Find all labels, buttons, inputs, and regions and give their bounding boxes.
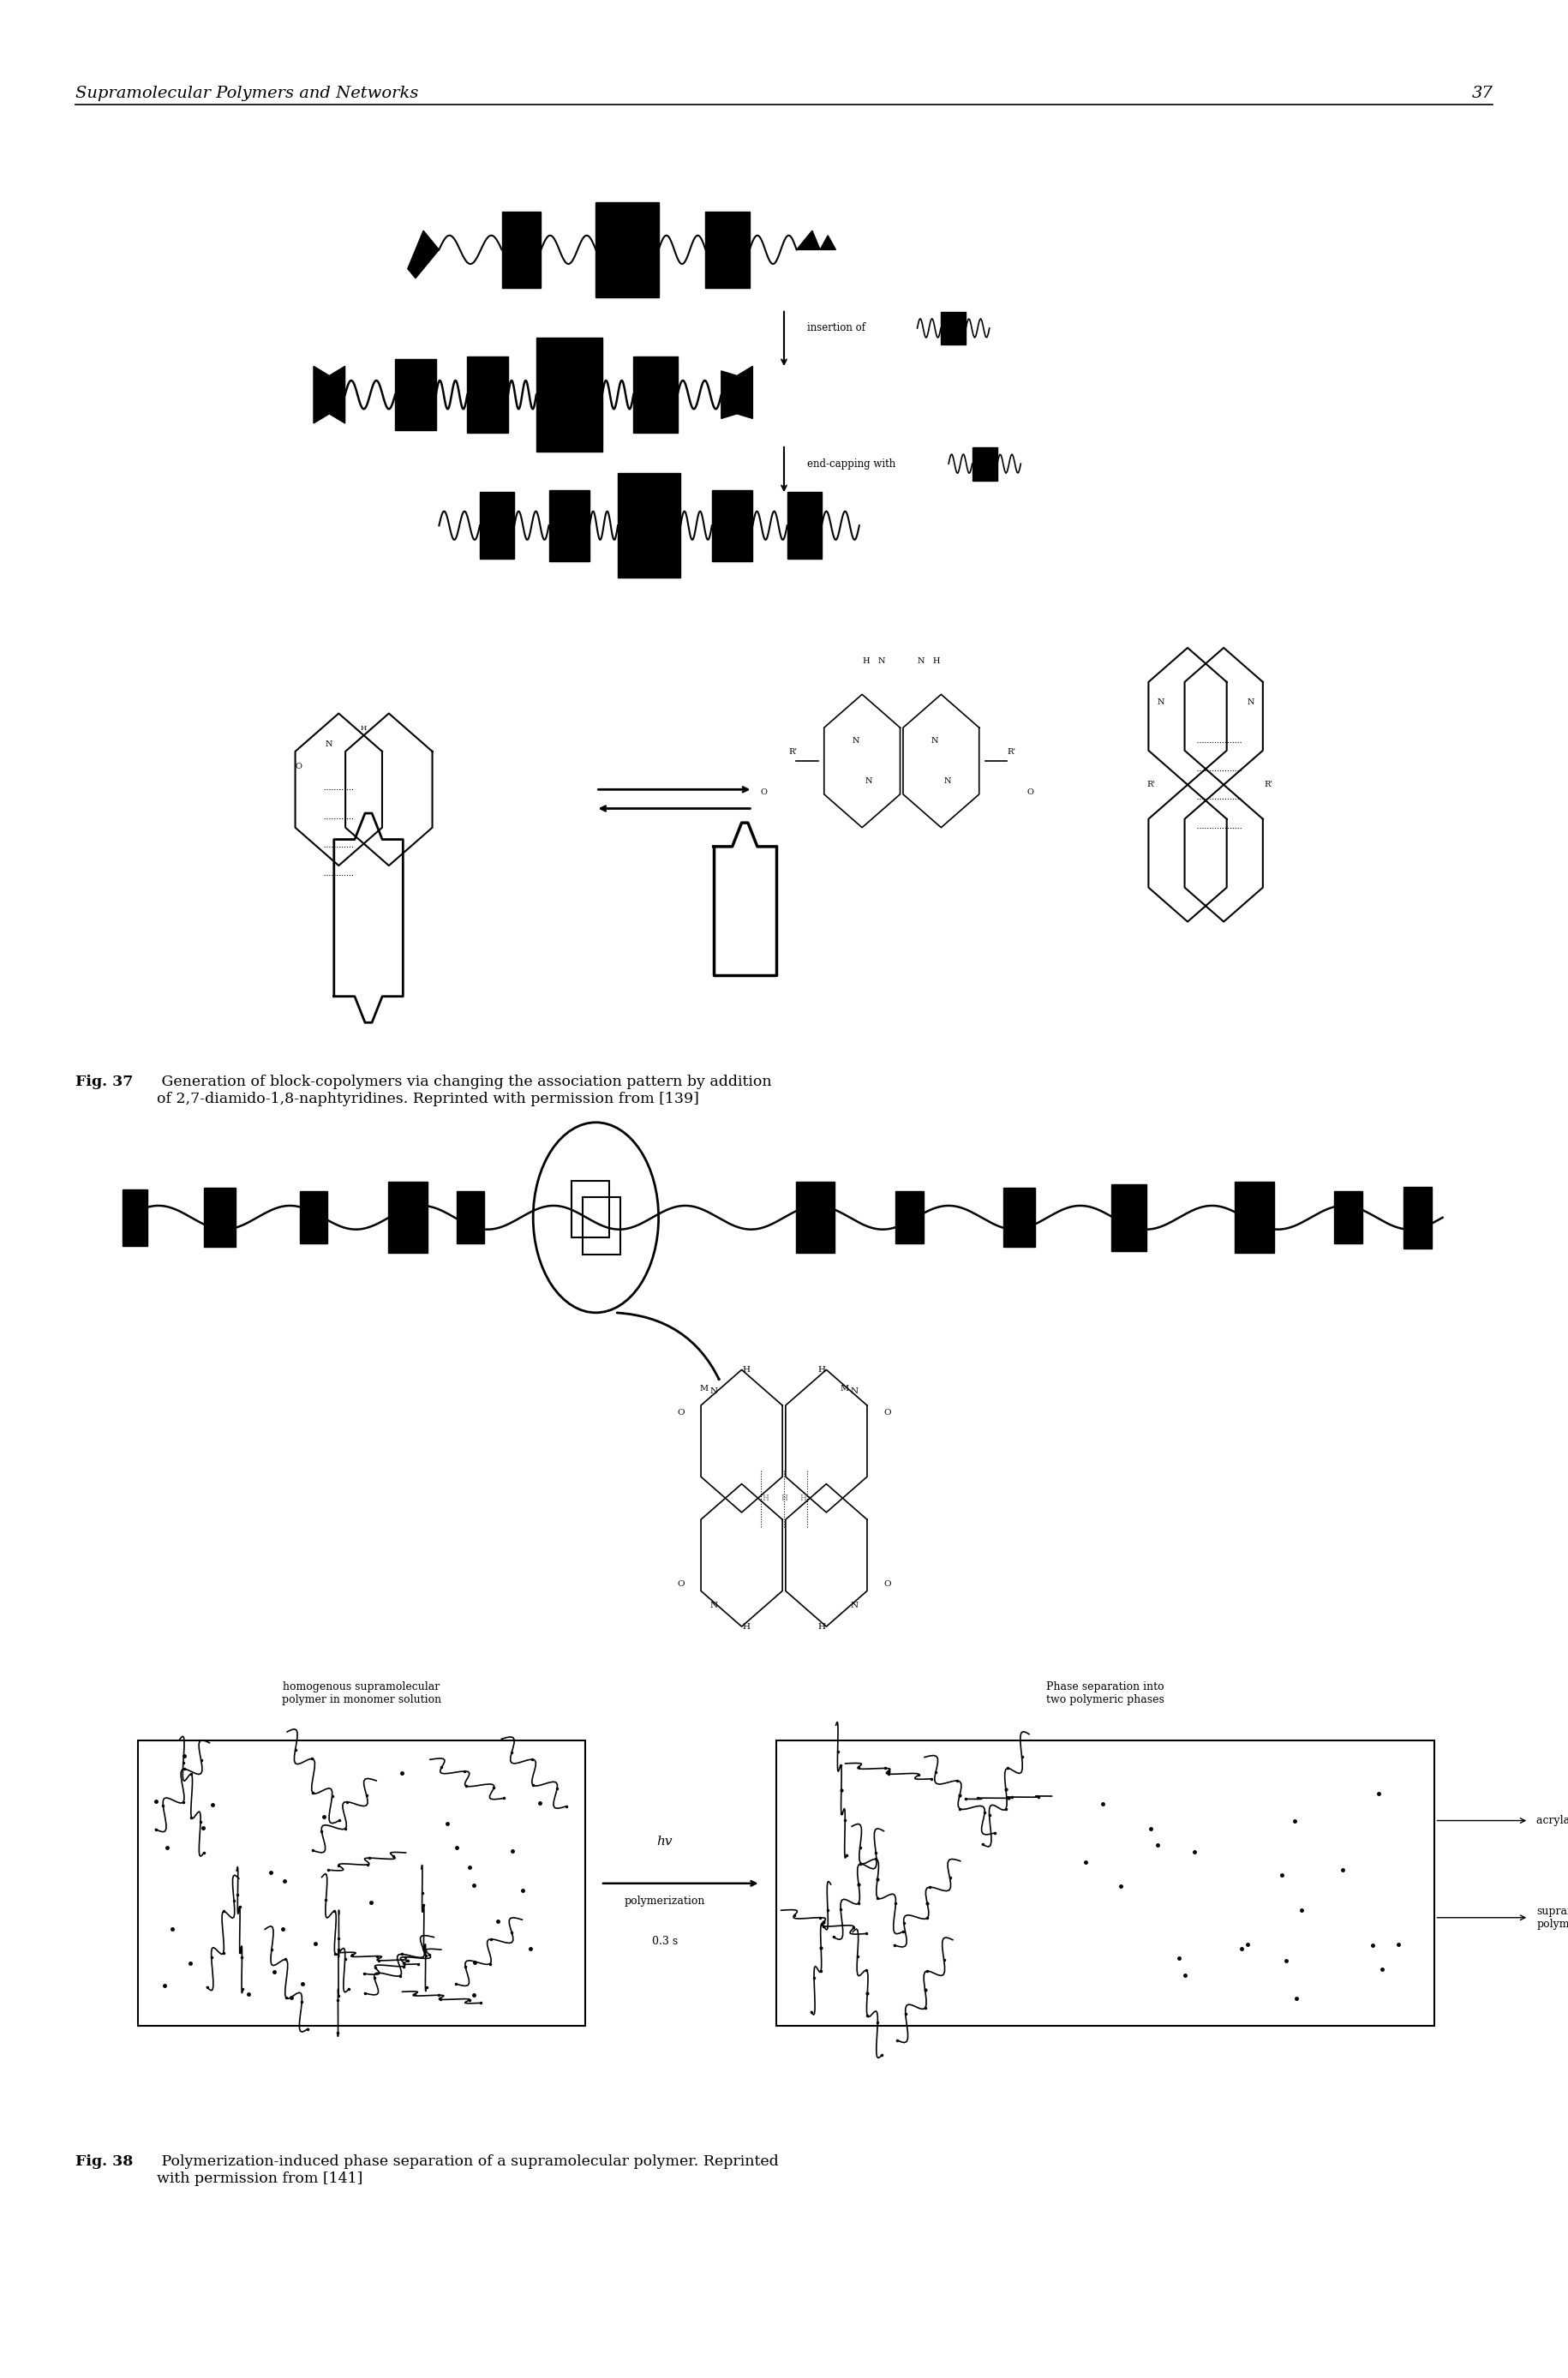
- Text: end-capping with: end-capping with: [808, 459, 895, 468]
- Bar: [972, 447, 997, 480]
- Polygon shape: [314, 366, 345, 423]
- Bar: [456, 1191, 485, 1244]
- Text: O: O: [295, 763, 303, 770]
- Bar: [395, 359, 436, 430]
- Bar: [571, 1179, 608, 1237]
- Text: Polymerization-induced phase separation of a supramolecular polymer. Reprinted
w: Polymerization-induced phase separation …: [157, 2154, 779, 2185]
- Bar: [502, 212, 541, 288]
- Bar: [549, 490, 590, 561]
- Text: O: O: [677, 1408, 684, 1417]
- Text: Fig. 37: Fig. 37: [75, 1075, 133, 1089]
- Bar: [712, 490, 753, 561]
- Text: O: O: [884, 1408, 891, 1417]
- FancyArrowPatch shape: [618, 1313, 720, 1379]
- Bar: [1334, 1191, 1363, 1244]
- Polygon shape: [721, 366, 753, 419]
- Text: N: N: [710, 1600, 717, 1610]
- Bar: [797, 1182, 836, 1253]
- Bar: [1236, 1182, 1275, 1253]
- Text: H: H: [781, 1493, 787, 1503]
- Bar: [895, 1191, 924, 1244]
- Text: H: H: [762, 1493, 768, 1503]
- Text: N: N: [1247, 699, 1254, 706]
- Text: R': R': [1264, 780, 1273, 789]
- Text: O: O: [884, 1579, 891, 1589]
- Text: N: N: [1157, 699, 1163, 706]
- Bar: [536, 338, 602, 452]
- Polygon shape: [797, 231, 836, 250]
- Bar: [633, 357, 677, 433]
- Bar: [122, 1189, 147, 1246]
- Text: N: N: [851, 1600, 858, 1610]
- Bar: [1004, 1187, 1035, 1246]
- Text: H: H: [361, 725, 367, 732]
- Text: R': R': [1007, 747, 1016, 756]
- Bar: [776, 1741, 1435, 2026]
- Text: H   N            N   H: H N N H: [862, 656, 941, 666]
- Bar: [596, 202, 659, 297]
- Text: acrylate polymer: acrylate polymer: [1537, 1814, 1568, 1826]
- Bar: [583, 1199, 621, 1256]
- Text: O: O: [1027, 787, 1033, 797]
- Text: H: H: [818, 1622, 825, 1631]
- Text: H: H: [800, 1493, 806, 1503]
- Bar: [706, 212, 750, 288]
- Bar: [1112, 1184, 1146, 1251]
- Text: O: O: [677, 1579, 684, 1589]
- Bar: [389, 1182, 426, 1253]
- Text: polymerization: polymerization: [624, 1895, 706, 1907]
- Text: hv: hv: [657, 1836, 673, 1848]
- Text: 0.3 s: 0.3 s: [652, 1936, 677, 1948]
- Text: N: N: [866, 778, 872, 785]
- Text: R': R': [1148, 780, 1156, 789]
- Text: Generation of block-copolymers via changing the association pattern by addition
: Generation of block-copolymers via chang…: [157, 1075, 771, 1106]
- Text: R': R': [789, 747, 797, 756]
- Text: N: N: [325, 740, 332, 747]
- Text: N: N: [851, 737, 859, 744]
- Bar: [138, 1741, 585, 2026]
- Bar: [941, 312, 966, 345]
- Bar: [1403, 1187, 1432, 1248]
- Bar: [480, 492, 514, 559]
- Text: O: O: [760, 787, 767, 797]
- Text: N: N: [931, 737, 938, 744]
- Bar: [299, 1191, 328, 1244]
- Text: homogenous supramolecular
polymer in monomer solution: homogenous supramolecular polymer in mon…: [282, 1681, 441, 1705]
- Text: H: H: [743, 1622, 750, 1631]
- Text: Phase separation into
two polymeric phases: Phase separation into two polymeric phas…: [1046, 1681, 1165, 1705]
- Text: N: N: [851, 1386, 858, 1396]
- Text: M: M: [699, 1384, 709, 1394]
- Text: 37: 37: [1471, 86, 1493, 100]
- Polygon shape: [408, 231, 439, 278]
- Text: Supramolecular Polymers and Networks: Supramolecular Polymers and Networks: [75, 86, 419, 100]
- Text: Fig. 38: Fig. 38: [75, 2154, 133, 2169]
- Text: H: H: [743, 1365, 750, 1374]
- Text: M: M: [840, 1384, 850, 1394]
- Text: supramolecular
polymer: supramolecular polymer: [1537, 1905, 1568, 1929]
- Text: N: N: [710, 1386, 717, 1396]
- Text: H: H: [818, 1365, 825, 1374]
- Bar: [467, 357, 508, 433]
- Text: N: N: [944, 778, 952, 785]
- Text: insertion of: insertion of: [808, 323, 866, 333]
- Bar: [787, 492, 822, 559]
- Bar: [204, 1187, 235, 1246]
- Bar: [618, 473, 681, 578]
